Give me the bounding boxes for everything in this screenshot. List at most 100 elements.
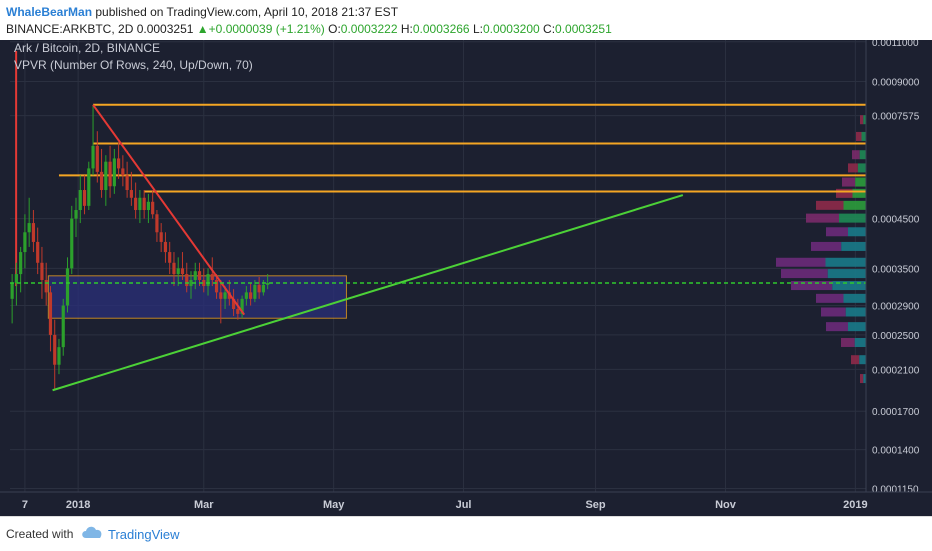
candle-body [104, 161, 108, 191]
volume-profile-bar [791, 281, 833, 291]
candle-body [223, 292, 227, 299]
candle-body [142, 197, 146, 211]
ohlc-line: BINANCE:ARKBTC, 2D 0.0003251 ▲+0.0000039… [6, 22, 612, 36]
x-axis-panel [0, 492, 932, 516]
open-label: O: [328, 22, 341, 36]
candle-body [48, 292, 53, 335]
candle-body [134, 197, 138, 211]
volume-profile-bar [859, 355, 866, 365]
y-tick-label: 0.0002900 [872, 302, 920, 313]
volume-profile-bar [851, 355, 860, 365]
x-tick-label: 2019 [843, 499, 867, 511]
candle-body [65, 268, 70, 306]
candle-body [70, 218, 74, 269]
created-with-label: Created with [6, 527, 74, 541]
candle-body [249, 292, 253, 299]
footer: Created with TradingView [0, 516, 932, 551]
candle-body [214, 279, 219, 293]
volume-profile-bar [860, 115, 864, 125]
candle-body [168, 252, 172, 263]
y-tick-label: 0.0007575 [872, 112, 920, 123]
y-tick-label: 0.0001400 [872, 446, 920, 457]
candle-body [261, 284, 265, 293]
volume-profile-bar [860, 374, 864, 384]
candle-body [57, 347, 61, 365]
candle-body [91, 145, 95, 169]
candle-body [185, 274, 189, 287]
candle-body [176, 268, 180, 275]
price-chart[interactable]: 0.00080040.00065770.00056000.0005160 0.0… [0, 38, 932, 516]
y-tick-label: 0.0011000 [872, 40, 919, 49]
volume-profile-bar [852, 188, 866, 198]
volume-profile-bar [856, 131, 862, 141]
candle-body [74, 210, 78, 219]
candle-body [206, 274, 210, 287]
candle-body [266, 282, 270, 285]
candle-body [78, 190, 82, 211]
candle-body [36, 241, 40, 263]
candle-body [146, 201, 151, 211]
close-value: 0.0003251 [555, 22, 612, 36]
candle-body [14, 274, 18, 283]
x-tick-label: Nov [715, 499, 737, 511]
candle-body [236, 308, 240, 314]
volume-profile-bar [781, 269, 828, 279]
legend-title: Ark / Bitcoin, 2D, BINANCE [14, 41, 161, 55]
candle-body [19, 252, 23, 275]
candle-body [231, 298, 236, 309]
candle-body [163, 241, 168, 253]
symbol-label: BINANCE:ARKBTC, 2D [6, 22, 134, 36]
volume-profile-bar [816, 200, 844, 210]
volume-profile-bar [863, 374, 866, 384]
candle-body [121, 168, 125, 176]
candle-body [99, 171, 104, 191]
y-axis-panel [866, 40, 932, 516]
candle-body [125, 175, 129, 191]
volume-profile-bar [861, 131, 866, 141]
volume-profile-bar [841, 241, 866, 251]
volume-profile-bar [836, 188, 853, 198]
candle-body [82, 190, 87, 206]
descending-trendline [92, 104, 246, 316]
candle-body [151, 201, 155, 215]
candle-body [180, 268, 185, 275]
low-label: L: [472, 22, 483, 36]
candle-body [61, 305, 65, 348]
candle-body [117, 158, 121, 169]
up-arrow-icon: ▲ [196, 22, 209, 36]
author-link[interactable]: WhaleBearMan [6, 5, 93, 19]
candle-body [257, 284, 261, 293]
candle-body [138, 197, 142, 211]
chart-area[interactable]: 0.00080040.00065770.00056000.0005160 0.0… [0, 38, 932, 516]
y-tick-label: 0.0004500 [872, 215, 920, 226]
tradingview-brand[interactable]: TradingView [108, 527, 180, 542]
y-tick-label: 0.0002500 [872, 331, 920, 342]
volume-profile-bar [806, 213, 839, 223]
open-value: 0.0003222 [340, 22, 398, 36]
volume-profile-bar [848, 227, 866, 237]
x-tick-label: May [323, 499, 345, 511]
volume-profile-bar [826, 227, 848, 237]
x-tick-label: 2018 [66, 499, 90, 511]
close-label: C: [543, 22, 556, 36]
candle-body [44, 279, 48, 293]
volume-profile-bar [776, 257, 826, 267]
volume-profile-bar [852, 150, 860, 160]
candle-body [31, 223, 36, 242]
candle-body [244, 292, 248, 299]
y-tick-label: 0.0002100 [872, 365, 920, 376]
y-tick-label: 0.0009000 [872, 77, 920, 88]
volume-profile-bar [839, 213, 866, 223]
published-text: published on TradingView.com, April 10, … [95, 5, 399, 19]
x-tick-label: Sep [585, 499, 605, 511]
volume-profile-bar [811, 241, 842, 251]
candle-body [108, 161, 112, 187]
candle-body [23, 232, 27, 253]
candle-body [40, 262, 44, 280]
candle-body [253, 284, 257, 299]
tradingview-logo-icon[interactable] [80, 524, 104, 545]
volume-profile-bar [842, 177, 856, 187]
candle-body [219, 292, 223, 299]
volume-profile-bar [845, 307, 866, 317]
high-value: 0.0003266 [412, 22, 470, 36]
